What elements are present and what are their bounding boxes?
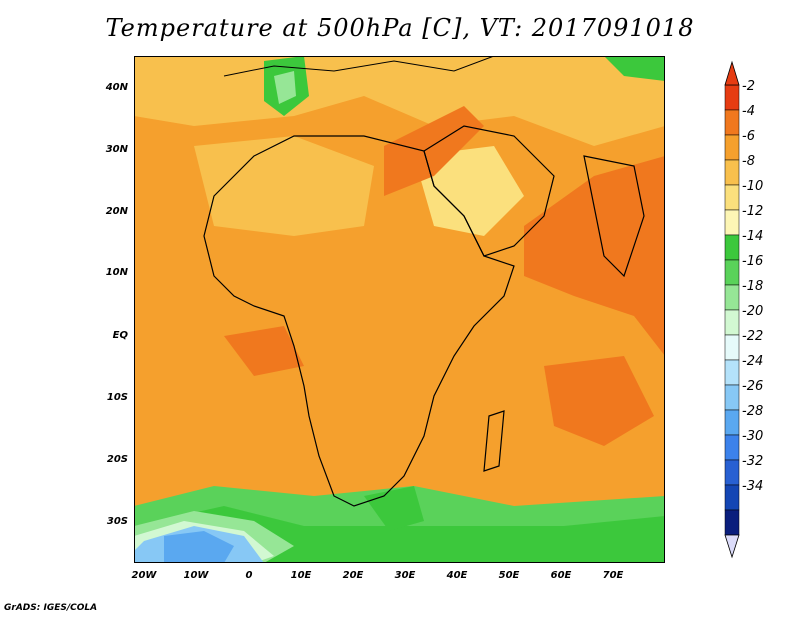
colorbar-tick-label: -34 xyxy=(742,479,763,494)
colorbar-boxes xyxy=(724,84,740,536)
lat-label: 30N xyxy=(106,144,129,155)
colorbar-tick-label: -4 xyxy=(742,104,755,119)
colorbar-tick-label: -18 xyxy=(742,279,763,294)
lat-label: 10S xyxy=(107,392,128,403)
colorbar-tick-label: -8 xyxy=(742,154,755,169)
chart-title: Temperature at 500hPa [C], VT: 201709101… xyxy=(105,14,695,42)
colorbar-tick-label: -24 xyxy=(742,354,763,369)
colorbar: -2 -4 -6 -8 -10 -12 -14 -16 -18 -20 -22 -24 -26 -28 -3… xyxy=(724,60,763,559)
colorbar-labels: -2 -4 -6 -8 -10 -12 -14 -16 -18 -20 -22 -24 -26 -28 -3… xyxy=(742,79,763,494)
colorbar-tick-label: -22 xyxy=(742,329,763,344)
cold-patch-algeria-inner xyxy=(274,71,296,104)
colorbar-tick-label: -10 xyxy=(742,179,763,194)
colorbar-tick-label: -6 xyxy=(742,129,755,144)
colorbar-box xyxy=(724,159,740,186)
colorbar-top-cap xyxy=(724,60,740,86)
lon-label: 10W xyxy=(184,570,210,581)
red-zone-atlantic xyxy=(224,326,304,376)
colorbar-tick-label: -30 xyxy=(742,429,763,444)
colorbar-box xyxy=(724,109,740,136)
colorbar-box xyxy=(724,359,740,386)
cold-patch-northeast xyxy=(604,56,665,81)
colorbar-tick-label: -32 xyxy=(742,454,763,469)
lon-label: 20W xyxy=(132,570,158,581)
lon-label: 20E xyxy=(343,570,364,581)
lat-label: 20S xyxy=(107,454,128,465)
lon-label: 10E xyxy=(291,570,312,581)
colorbar-box xyxy=(724,134,740,161)
colorbar-box xyxy=(724,234,740,261)
red-zone-india xyxy=(524,156,665,356)
lon-label: 30E xyxy=(395,570,416,581)
colorbar-box xyxy=(724,84,740,111)
colorbar-box xyxy=(724,259,740,286)
colorbar-tick-label: -28 xyxy=(742,404,763,419)
colorbar-tick-label: -16 xyxy=(742,254,763,269)
colorbar-box xyxy=(724,209,740,236)
india-outline xyxy=(583,155,645,278)
colorbar-box xyxy=(724,484,740,511)
lat-label: 20N xyxy=(106,206,129,217)
sahara-light-zone xyxy=(194,136,374,236)
lon-label: 50E xyxy=(499,570,520,581)
colorbar-box xyxy=(724,459,740,486)
colorbar-tick-label: -26 xyxy=(742,379,763,394)
colorbar-box xyxy=(724,509,740,536)
red-zone-indian-ocean xyxy=(544,356,654,446)
colorbar-tick-label: -20 xyxy=(742,304,763,319)
europe-outline xyxy=(223,56,495,77)
lon-label: 40E xyxy=(446,570,468,581)
colorbar-box xyxy=(724,434,740,461)
colorbar-box xyxy=(724,409,740,436)
lat-label: 10N xyxy=(106,267,129,278)
lon-label: 70E xyxy=(603,570,624,581)
colorbar-tick-label: -12 xyxy=(742,204,763,219)
temperature-map xyxy=(134,56,665,563)
colorbar-tick-label: -14 xyxy=(742,229,763,244)
colorbar-tick-label: -2 xyxy=(742,79,755,94)
cold-deep-blue xyxy=(164,531,234,563)
lat-label: 40N xyxy=(105,82,129,93)
madagascar-outline xyxy=(483,410,505,472)
lon-label: 0 xyxy=(246,570,253,581)
colorbar-box xyxy=(724,309,740,336)
colorbar-box xyxy=(724,184,740,211)
credit-text: GrADS: IGES/COLA xyxy=(4,603,98,613)
colorbar-box xyxy=(724,334,740,361)
africa-outline xyxy=(203,135,515,507)
arabia-outline xyxy=(423,125,555,257)
lat-label: EQ xyxy=(113,330,129,341)
map-frame xyxy=(134,56,665,563)
lon-label: 60E xyxy=(551,570,572,581)
colorbar-bottom-cap xyxy=(724,534,740,559)
colorbar-box xyxy=(724,284,740,311)
colorbar-box xyxy=(724,384,740,411)
lat-label: 30S xyxy=(107,516,128,527)
